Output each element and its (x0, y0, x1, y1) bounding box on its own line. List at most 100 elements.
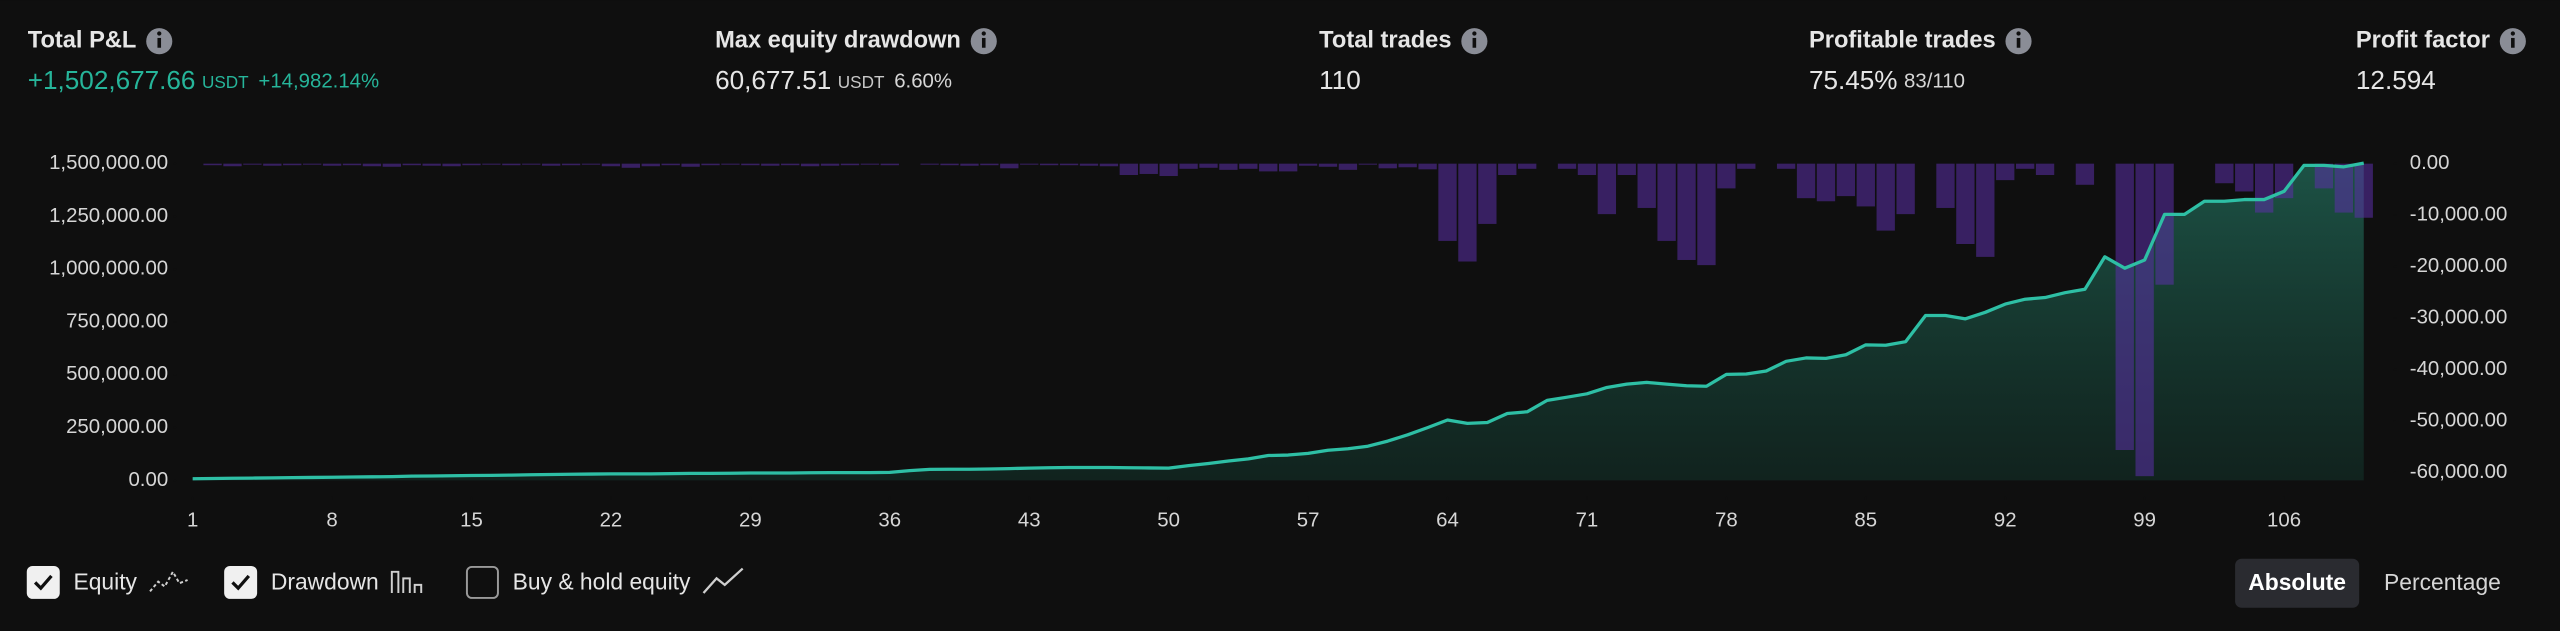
drawdown-bar (1478, 163, 1497, 224)
drawdown-bar (2274, 163, 2294, 199)
checkmark (33, 574, 53, 591)
drawdown-bar (382, 163, 401, 167)
info-icon-dot (2510, 31, 2515, 36)
drawdown-bar (502, 163, 521, 166)
drawdown-bar (1876, 163, 1895, 231)
x-tick-label: 99 (2133, 510, 2156, 532)
drawdown-bar (1279, 163, 1298, 172)
drawdown-bar (1219, 163, 1238, 170)
drawdown-bar (2334, 163, 2353, 213)
drawdown-bar (1677, 163, 1696, 260)
drawdown-bar (1617, 163, 1636, 175)
drawdown-bar (880, 163, 899, 166)
drawdown-bar (223, 163, 242, 167)
info-icon-stem (157, 37, 162, 48)
checkbox[interactable] (26, 565, 60, 599)
drawdown-bar (1657, 163, 1676, 241)
drawdown-bar (362, 163, 382, 167)
drawdown-bar (681, 163, 700, 167)
y2-tick-label: -40,000.00 (2410, 358, 2508, 380)
stat-label: Profit factor (2356, 27, 2490, 53)
drawdown-bar (1776, 163, 1796, 169)
y2-tick-label: -10,000.00 (2410, 204, 2508, 226)
drawdown-bar (1816, 163, 1836, 202)
drawdown-bar (1239, 163, 1258, 169)
info-icon-dot (2016, 31, 2021, 36)
stat-value: +1,502,677.66 (28, 65, 196, 95)
x-tick-label: 106 (2267, 510, 2301, 532)
drawdown-bar (1199, 163, 1218, 168)
drawdown-bar (1139, 163, 1158, 174)
stat-label: Profitable trades (1809, 27, 1996, 53)
drawdown-bar (442, 163, 461, 167)
drawdown-bar (1438, 163, 1457, 241)
drawdown-bar (2075, 163, 2095, 185)
legend-label[interactable]: Equity (73, 568, 137, 594)
drawdown-bar (1956, 163, 1975, 245)
y2-tick-label: 0.00 (2410, 152, 2450, 174)
stat-value: 60,677.51 (715, 65, 831, 95)
drawdown-bar (342, 163, 362, 166)
drawdown-bar (1996, 163, 2015, 181)
y2-tick-label: -30,000.00 (2410, 307, 2508, 329)
y-tick-label: 750,000.00 (66, 310, 168, 332)
stat-unit: USDT (838, 72, 885, 92)
drawdown-bar (920, 163, 939, 165)
drawdown-bar (2035, 163, 2055, 175)
x-tick-label: 1 (187, 510, 198, 532)
drawdown-bar (581, 163, 601, 165)
drawdown-bar (283, 163, 302, 166)
drawdown-bar (1418, 163, 1437, 170)
x-tick-label: 15 (460, 510, 483, 532)
drawdown-bar (1936, 163, 1955, 208)
x-tick-label: 22 (600, 510, 623, 532)
drawdown-bar (1697, 163, 1716, 266)
drawdown-bar (482, 163, 501, 165)
drawdown-bar (561, 163, 581, 166)
drawdown-bar (2354, 163, 2373, 218)
drawdown-bar (701, 163, 720, 166)
drawdown-bar (1737, 163, 1756, 169)
drawdown-bar (1119, 163, 1138, 175)
drawdown-bar (243, 163, 262, 165)
x-tick-label: 85 (1854, 510, 1877, 532)
drawdown-bar (1000, 163, 1019, 169)
drawdown-bar (1099, 163, 1119, 167)
x-tick-label: 57 (1297, 510, 1320, 532)
drawdown-bar (601, 163, 621, 167)
x-tick-label: 71 (1576, 510, 1599, 532)
x-tick-label: 78 (1715, 510, 1738, 532)
drawdown-bar (820, 163, 840, 166)
drawdown-bar (462, 163, 481, 166)
buy-hold-icon (702, 567, 744, 594)
mode-button[interactable]: Absolute (2248, 569, 2346, 595)
drawdown-bar (2135, 163, 2154, 477)
info-icon-stem (981, 37, 986, 48)
mode-button[interactable]: Percentage (2384, 569, 2501, 595)
info-icon-dot (1472, 31, 1477, 36)
x-tick-label: 29 (739, 510, 762, 532)
stat-extra: 6.60% (894, 70, 952, 92)
drawdown-bar (1378, 163, 1397, 169)
stat-extra: 83/110 (1904, 70, 1965, 92)
legend-label[interactable]: Drawdown (271, 568, 379, 594)
drawdown-bar (1079, 163, 1099, 166)
checkbox[interactable] (224, 565, 258, 599)
y-tick-label: 1,000,000.00 (49, 258, 168, 280)
legend-label[interactable]: Buy & hold equity (513, 568, 691, 594)
checkbox[interactable] (465, 565, 499, 599)
x-tick-label: 36 (878, 510, 901, 532)
drawdown-bar (542, 163, 561, 166)
stat-value: 110 (1319, 65, 1361, 95)
drawdown-bar (1159, 163, 1178, 177)
y2-tick-label: -60,000.00 (2410, 461, 2508, 483)
drawdown-bar (1597, 163, 1617, 215)
x-tick-label: 50 (1157, 510, 1180, 532)
mode-button-bg[interactable] (2235, 558, 2360, 608)
drawdown-bar (303, 163, 322, 165)
drawdown-bar (1518, 163, 1537, 169)
drawdown-bar (621, 163, 641, 168)
drawdown-bar (1318, 163, 1338, 167)
drawdown-bar (1498, 163, 1517, 175)
drawdown-bar (1458, 163, 1477, 262)
